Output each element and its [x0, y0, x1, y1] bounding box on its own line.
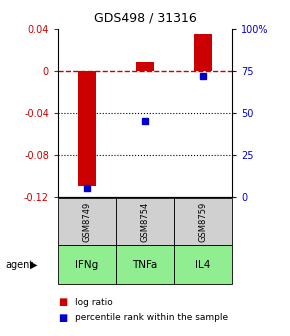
Text: ■: ■	[58, 312, 67, 323]
Text: TNFa: TNFa	[132, 260, 158, 269]
Text: log ratio: log ratio	[75, 298, 113, 307]
Text: GSM8759: GSM8759	[198, 202, 208, 242]
Bar	[78, 71, 96, 186]
Text: GSM8754: GSM8754	[140, 202, 150, 242]
Text: GDS498 / 31316: GDS498 / 31316	[94, 12, 196, 25]
Text: agent: agent	[6, 260, 34, 269]
Bar	[194, 34, 212, 71]
Text: percentile rank within the sample: percentile rank within the sample	[75, 313, 229, 322]
Bar	[136, 62, 154, 71]
Text: GSM8749: GSM8749	[82, 202, 92, 242]
Text: IL4: IL4	[195, 260, 211, 269]
Text: ▶: ▶	[30, 260, 38, 269]
Text: IFNg: IFNg	[75, 260, 99, 269]
Text: ■: ■	[58, 297, 67, 307]
